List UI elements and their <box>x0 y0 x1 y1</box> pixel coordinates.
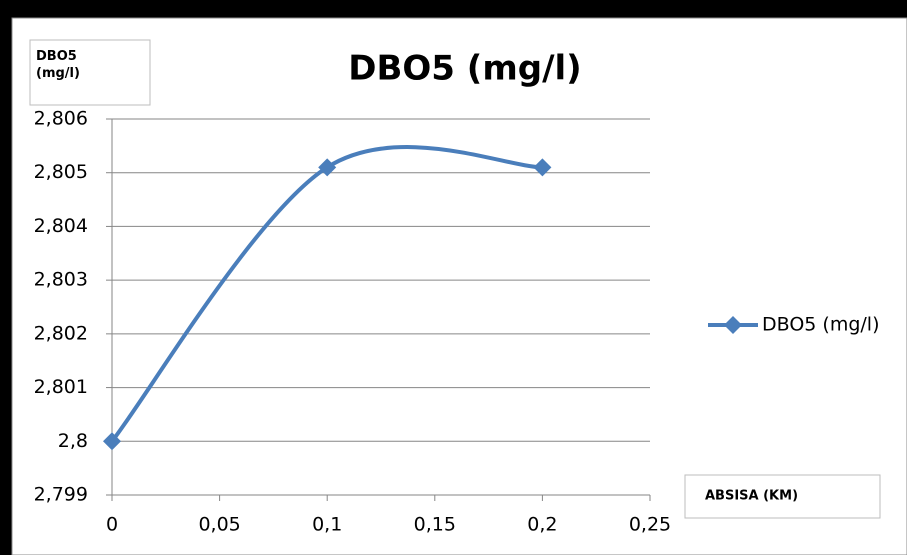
y-tick-label: 2,801 <box>34 376 88 398</box>
x-tick-label: 0 <box>106 514 118 536</box>
x-tick-label: 0,2 <box>527 514 557 536</box>
chart-area <box>11 17 907 555</box>
series-line <box>110 145 543 443</box>
legend-label: DBO5 (mg/l) <box>762 314 880 336</box>
y-tick-label: 2,804 <box>34 215 88 237</box>
marker <box>533 158 552 177</box>
y-label-box <box>29 39 151 106</box>
y-label-wrap: DBO5 (mg/l) <box>36 49 80 81</box>
x-tick-label: 0,05 <box>198 514 240 536</box>
marker <box>318 158 337 177</box>
chart-title: DBO5 (mg/l) <box>348 49 581 89</box>
legend-marker <box>724 316 742 334</box>
x-axis-label: ABSISA (KM) <box>705 489 798 504</box>
y-tick-label: 2,806 <box>34 108 88 130</box>
x-tick-label: 0,1 <box>312 514 342 536</box>
x-label-box <box>684 474 881 519</box>
y-tick-label: 2,803 <box>34 269 88 291</box>
x-tick-label: 0,25 <box>629 514 671 536</box>
y-tick-label: 2,802 <box>34 322 88 344</box>
x-tick-label: 0,15 <box>414 514 456 536</box>
y-tick-label: 2,799 <box>34 484 88 506</box>
y-tick-label: 2,805 <box>34 161 88 183</box>
y-tick-label: 2,8 <box>58 430 88 452</box>
marker <box>103 432 121 451</box>
y-axis-label: DBO5 (mg/l) <box>36 49 80 81</box>
